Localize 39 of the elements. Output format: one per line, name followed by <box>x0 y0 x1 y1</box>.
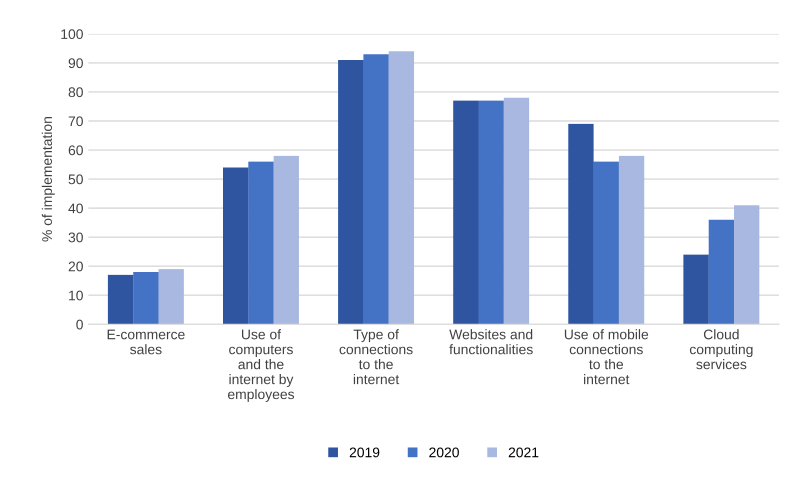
y-tick-label: 0 <box>76 320 83 330</box>
bar <box>683 254 709 324</box>
y-tick-label: 100 <box>61 29 83 40</box>
legend-label: 2019 <box>350 448 380 458</box>
x-tick-label: Websites and functionalities <box>449 329 533 354</box>
x-tick-label: Use of computers and the internet by employees <box>228 329 294 402</box>
y-tick-label: 70 <box>68 116 83 126</box>
legend-label: 2021 <box>508 448 538 458</box>
bar <box>453 100 479 324</box>
y-axis-title: % of implementation <box>42 117 55 242</box>
y-tick-label: 40 <box>68 203 83 214</box>
y-tick-label: 10 <box>69 290 83 300</box>
bar <box>708 220 734 324</box>
x-tick-label: Type of connections to the internet <box>340 329 413 384</box>
y-tick-label: 80 <box>68 87 83 98</box>
x-tick-label: Use of mobile connections to the internet <box>564 329 648 384</box>
bar <box>222 167 248 324</box>
bar <box>594 162 619 324</box>
y-tick-label: 90 <box>68 58 83 68</box>
legend-label: 2020 <box>429 448 459 458</box>
bar <box>478 100 504 324</box>
x-tick-label: E-commerce sales <box>108 330 185 354</box>
bar <box>504 98 530 324</box>
y-tick-label: 60 <box>68 145 83 156</box>
y-tick-label: 30 <box>68 232 83 242</box>
bar <box>363 54 389 324</box>
bar <box>734 205 760 324</box>
bar <box>618 156 644 324</box>
y-tick-label: 50 <box>68 174 83 184</box>
bar <box>568 124 594 324</box>
bar <box>158 269 184 324</box>
bar <box>274 156 299 324</box>
bar <box>388 51 414 324</box>
bar <box>248 162 274 324</box>
y-tick-label: 20 <box>68 262 83 272</box>
bar <box>133 272 159 324</box>
x-tick-label: Cloud computing services <box>690 329 753 370</box>
bar <box>338 60 364 324</box>
bar <box>108 274 134 324</box>
